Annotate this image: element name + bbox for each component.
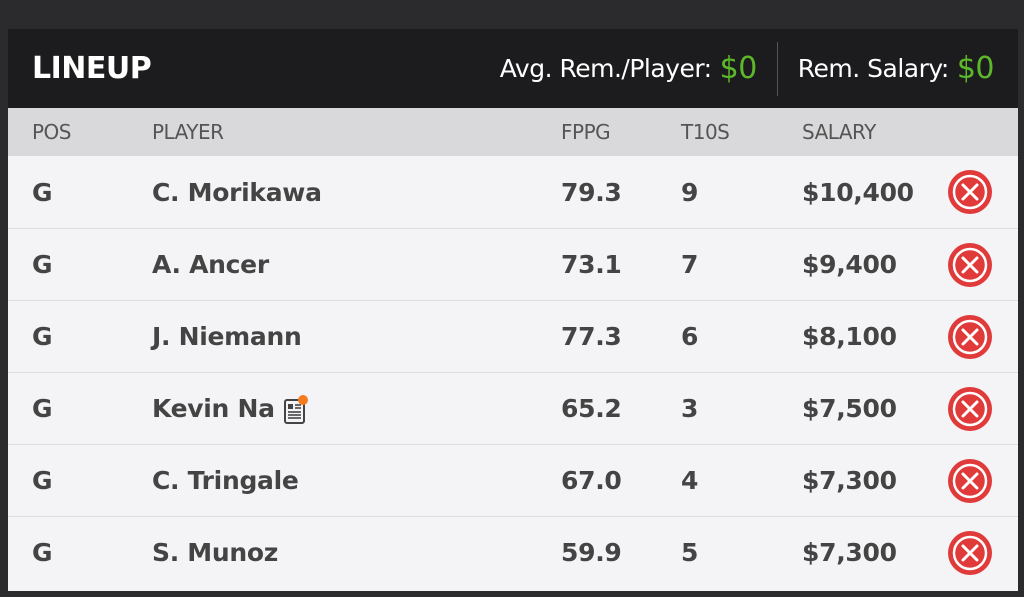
player-cell: S. Munoz (152, 538, 278, 567)
avg-remaining-value: $0 (719, 51, 758, 86)
player-position: G (32, 250, 53, 279)
player-t10s: 3 (681, 394, 699, 423)
player-position: G (32, 177, 53, 207)
close-icon (952, 319, 988, 354)
remove-player-button[interactable] (948, 458, 992, 503)
player-salary: $7,500 (802, 394, 897, 423)
lineup-rows: G C. Morikawa 79.3 9 $10,400 G A. Ancer … (8, 156, 1018, 588)
player-t10s: 7 (681, 250, 699, 279)
player-position: G (32, 394, 53, 423)
table-row[interactable]: G A. Ancer 73.1 7 $9,400 (8, 228, 1018, 300)
player-t10s: 9 (681, 177, 699, 207)
player-fppg: 79.3 (561, 177, 622, 207)
player-salary: $8,100 (802, 322, 897, 351)
player-fppg: 59.9 (561, 538, 622, 567)
salary-stats: Avg. Rem./Player: $0 Rem. Salary: $0 (499, 41, 995, 96)
table-row[interactable]: G Kevin Na 65.2 3 $7,500 (8, 372, 1018, 444)
table-row[interactable]: G J. Niemann 77.3 6 $8,100 (8, 300, 1018, 372)
player-name[interactable]: S. Munoz (152, 538, 279, 567)
remove-player-button[interactable] (948, 386, 992, 431)
lineup-header: LINEUP Avg. Rem./Player: $0 Rem. Salary:… (8, 29, 1018, 108)
column-header-row: POS PLAYER FPPG T10S SALARY (8, 108, 1018, 156)
player-cell: C. Morikawa (152, 178, 322, 207)
player-salary: $10,400 (802, 177, 914, 207)
column-pos[interactable]: POS (32, 120, 72, 144)
avg-remaining-per-player: Avg. Rem./Player: $0 (499, 51, 758, 86)
remove-player-button[interactable] (948, 170, 992, 214)
player-fppg: 73.1 (561, 250, 622, 279)
player-salary: $9,400 (802, 250, 897, 279)
bottom-bar (0, 591, 1024, 597)
column-player[interactable]: PLAYER (152, 120, 224, 144)
player-salary: $7,300 (802, 538, 897, 567)
player-cell: C. Tringale (152, 466, 299, 495)
close-icon (952, 247, 988, 282)
remaining-salary: Rem. Salary: $0 (797, 51, 995, 86)
table-row[interactable]: G C. Tringale 67.0 4 $7,300 (8, 444, 1018, 516)
player-cell: A. Ancer (152, 250, 269, 279)
column-salary[interactable]: SALARY (802, 120, 876, 144)
close-icon (952, 535, 988, 570)
player-name[interactable]: J. Niemann (152, 322, 302, 351)
player-position: G (32, 322, 53, 351)
player-name[interactable]: A. Ancer (152, 250, 269, 279)
player-position: G (32, 466, 53, 495)
player-cell: J. Niemann (152, 322, 302, 351)
avg-remaining-label: Avg. Rem./Player: (499, 54, 712, 83)
remaining-salary-label: Rem. Salary: (797, 54, 950, 83)
divider (776, 41, 778, 96)
player-fppg: 77.3 (561, 322, 622, 351)
column-t10s[interactable]: T10S (681, 120, 730, 144)
player-position: G (32, 538, 53, 567)
player-fppg: 67.0 (561, 466, 622, 495)
table-row[interactable]: G S. Munoz 59.9 5 $7,300 (8, 516, 1018, 588)
remove-player-button[interactable] (948, 242, 992, 287)
player-name[interactable]: C. Tringale (152, 466, 299, 495)
table-row[interactable]: G C. Morikawa 79.3 9 $10,400 (8, 156, 1018, 228)
player-t10s: 5 (681, 538, 699, 567)
close-icon (952, 391, 988, 426)
close-icon (952, 463, 988, 498)
player-t10s: 4 (681, 466, 699, 495)
player-cell: Kevin Na (152, 394, 308, 424)
player-t10s: 6 (681, 322, 699, 351)
news-icon[interactable] (283, 394, 308, 424)
remaining-salary-value: $0 (956, 51, 995, 86)
remove-player-button[interactable] (948, 530, 992, 575)
lineup-panel: LINEUP Avg. Rem./Player: $0 Rem. Salary:… (8, 29, 1018, 591)
player-name[interactable]: Kevin Na (152, 394, 275, 423)
remove-player-button[interactable] (948, 314, 992, 359)
player-name[interactable]: C. Morikawa (152, 177, 322, 207)
close-icon (952, 174, 988, 210)
player-fppg: 65.2 (561, 394, 622, 423)
player-salary: $7,300 (802, 466, 897, 495)
lineup-title: LINEUP (32, 51, 152, 86)
column-fppg[interactable]: FPPG (561, 120, 611, 144)
